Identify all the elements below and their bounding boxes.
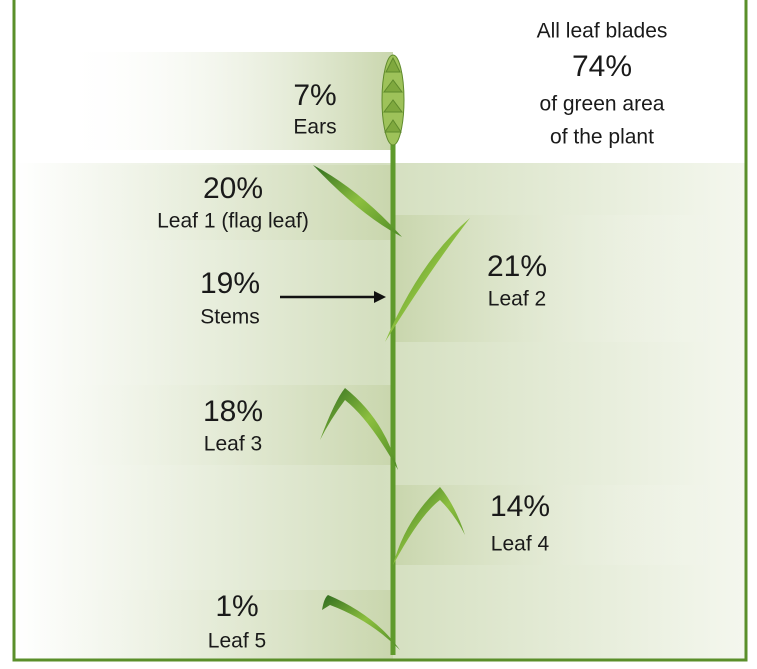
band: [14, 385, 393, 465]
leaf: [313, 165, 402, 237]
leaf: [393, 487, 465, 565]
part-percent: 20%: [203, 172, 263, 205]
part-percent: 19%: [200, 267, 260, 300]
part-percent: 18%: [203, 395, 263, 428]
summary-text: of green area: [540, 93, 665, 116]
arrow-head: [374, 291, 386, 303]
summary-text: of the plant: [550, 126, 654, 149]
frame: [12, 0, 748, 662]
part-percent: 1%: [215, 590, 258, 623]
part-percent: 7%: [293, 79, 336, 112]
part-percent: 21%: [487, 250, 547, 283]
leaf: [322, 595, 400, 650]
part-label: Leaf 5: [208, 630, 266, 653]
summary-percent: 74%: [572, 50, 632, 83]
summary-text: All leaf blades: [537, 20, 668, 43]
part-label: Leaf 4: [491, 533, 550, 556]
part-label: Leaf 1 (flag leaf): [157, 210, 309, 233]
leaf: [320, 388, 398, 470]
ear: [381, 54, 405, 146]
band: [60, 52, 393, 150]
part-percent: 14%: [490, 490, 550, 523]
part-label: Leaf 2: [488, 288, 546, 311]
part-label: Leaf 3: [204, 433, 262, 456]
band: [395, 215, 715, 342]
part-label: Stems: [200, 306, 260, 329]
part-label: Ears: [293, 116, 336, 139]
band: [395, 485, 715, 565]
